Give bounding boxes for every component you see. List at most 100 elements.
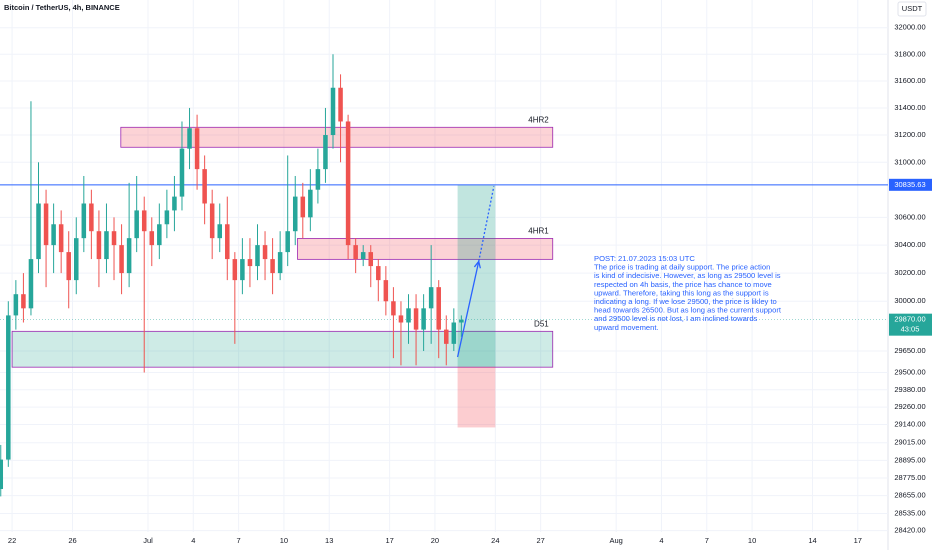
- x-tick-label: 13: [325, 536, 333, 545]
- current-price-badge: [889, 313, 932, 336]
- candle-body: [292, 196, 298, 232]
- candle-body: [225, 224, 230, 260]
- position-loss: [457, 366, 496, 428]
- candle-body: [149, 231, 155, 246]
- candle-body: [141, 210, 147, 232]
- candle-body: [406, 308, 411, 323]
- x-tick-label: 20: [431, 536, 439, 545]
- candle-body: [96, 231, 102, 260]
- candle-body: [36, 203, 41, 260]
- x-tick-label: 26: [68, 536, 76, 545]
- candle-body: [368, 252, 374, 267]
- arrow-head: [473, 260, 481, 269]
- y-tick-label: 31400.00: [894, 103, 925, 112]
- y-tick-label: 32000.00: [894, 23, 925, 32]
- zone-label: D51: [534, 319, 549, 328]
- x-tick-label: 17: [385, 536, 393, 545]
- candle-body: [315, 169, 321, 190]
- axes: 32000.00 31800.00 31600.00 31400.00 31200.00…: [8, 23, 932, 545]
- x-tick-label: Aug: [609, 536, 622, 545]
- y-tick-label: 30600.00: [894, 212, 925, 221]
- y-tick-label: 28655.00: [894, 491, 925, 500]
- candle-body: [0, 459, 4, 490]
- candle-body: [323, 135, 328, 170]
- candle-body: [383, 280, 389, 302]
- y-tick-label: 30400.00: [894, 240, 925, 249]
- y-tick-label: 31200.00: [894, 130, 925, 139]
- candle-body: [209, 203, 215, 239]
- candle-body: [157, 224, 162, 246]
- candle-body: [247, 259, 253, 267]
- candle-body: [202, 169, 207, 204]
- candle-body: [353, 245, 358, 260]
- x-tick-label: 24: [491, 536, 499, 545]
- note-line: POST: 21.07.2023 15:03 UTC: [594, 254, 695, 263]
- zone-label: 4HR2: [528, 115, 549, 124]
- currency-badge[interactable]: [897, 1, 927, 17]
- currency-label: USDT: [902, 4, 923, 13]
- x-tick-label: 17: [854, 536, 862, 545]
- candle-body: [51, 224, 56, 246]
- note-line: head towards 26500. But as long as the c…: [594, 306, 782, 315]
- candle-body: [81, 203, 87, 239]
- candle-body: [413, 308, 419, 330]
- arrow-dotted: [478, 186, 495, 262]
- candle-body: [300, 196, 306, 218]
- candle-body: [270, 259, 275, 274]
- zone-box: [120, 126, 554, 148]
- y-tick-label: 28420.00: [894, 526, 925, 535]
- note-line: upward. Therefore, taking this long as t…: [594, 288, 769, 297]
- plot: 4HR2 4HR1 D51 POST: 21.07.2023 15:03 UTC The…: [0, 54, 888, 497]
- y-tick-label: 29015.00: [894, 438, 925, 447]
- candle-body: [104, 231, 109, 260]
- hline-price-label: 30835.63: [894, 180, 925, 189]
- candle-body: [172, 196, 177, 211]
- symbol-title: Bitcoin / TetherUS, 4h, BINANCE: [4, 3, 120, 12]
- zone-box: [11, 330, 554, 368]
- candle-body: [89, 203, 94, 232]
- candle-body: [255, 245, 260, 267]
- candle-body: [338, 87, 343, 122]
- x-tick-label: 10: [748, 536, 756, 545]
- candle-body: [421, 308, 426, 330]
- candle-body: [187, 128, 192, 149]
- y-tick-label: 29380.00: [894, 385, 925, 394]
- x-tick-label: 22: [8, 536, 16, 545]
- candle-body: [194, 128, 200, 170]
- y-tick-label: 29260.00: [894, 402, 925, 411]
- y-tick-label: 31000.00: [894, 157, 925, 166]
- x-tick-label: 4: [191, 536, 195, 545]
- y-tick-label: 29650.00: [894, 346, 925, 355]
- candle-body: [179, 148, 185, 197]
- y-tick-label: 30200.00: [894, 268, 925, 277]
- candle-body: [360, 252, 366, 260]
- y-tick-label: 31800.00: [894, 49, 925, 58]
- x-tick-label: 7: [237, 536, 241, 545]
- candle-body: [232, 259, 238, 281]
- x-tick-label: 10: [280, 536, 288, 545]
- candle-body: [28, 259, 34, 309]
- candle-body: [436, 287, 441, 330]
- y-tick-label: 29500.00: [894, 367, 925, 376]
- countdown-label: 43:05: [901, 325, 920, 334]
- candle-body: [21, 294, 26, 309]
- y-tick-label: 28775.00: [894, 473, 925, 482]
- candle-body: [444, 329, 449, 344]
- candle-body: [240, 259, 245, 281]
- grid: [0, 0, 888, 532]
- candle-body: [451, 322, 457, 344]
- candle-body: [308, 189, 313, 218]
- note-line: The price is trading at daily support. T…: [594, 263, 770, 272]
- candle-body: [262, 245, 268, 260]
- y-tick-label: 28895.00: [894, 455, 925, 464]
- candle-body: [164, 210, 170, 225]
- note-line: respected on 4h basis, the price has cha…: [594, 280, 772, 289]
- note-line: is kind of indecisive. However, as long …: [594, 271, 781, 280]
- y-tick-label: 30000.00: [894, 296, 925, 305]
- zone-box: [297, 238, 554, 260]
- candle-body: [376, 266, 381, 281]
- candle-body: [345, 121, 351, 246]
- candle-body: [119, 245, 124, 274]
- candle-body: [428, 287, 434, 309]
